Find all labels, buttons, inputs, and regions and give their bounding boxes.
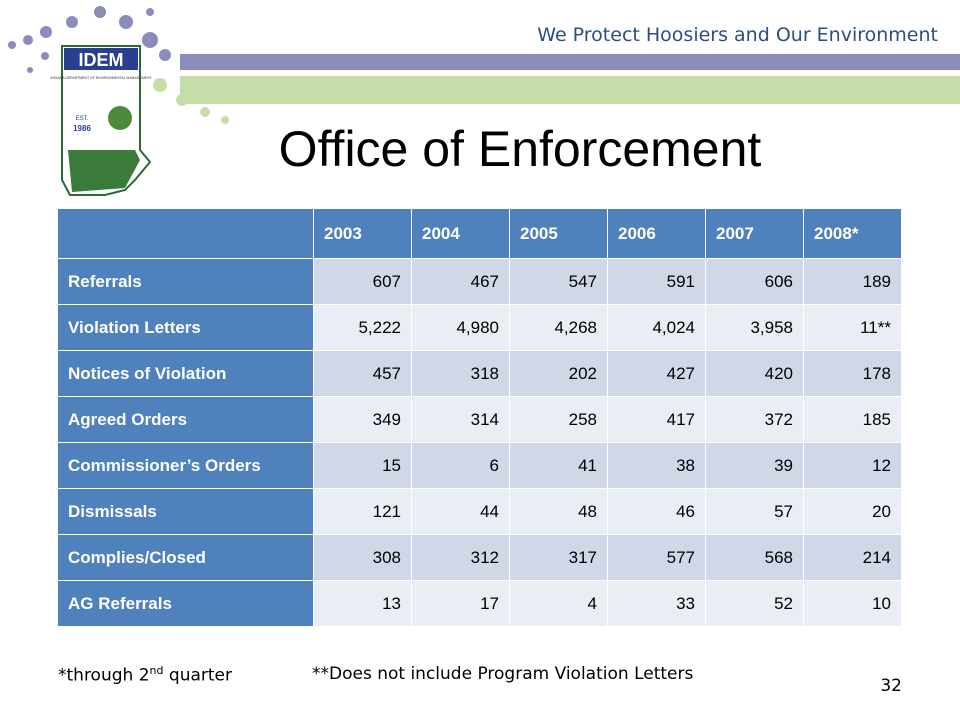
page-number: 32: [880, 676, 902, 696]
row-label: Complies/Closed: [57, 534, 314, 581]
table-cell: 4,268: [509, 304, 608, 351]
slide-title: Office of Enforcement: [278, 121, 762, 177]
table-cell: 4,024: [607, 304, 706, 351]
table-cell: 15: [313, 442, 412, 489]
table-row: Violation Letters 5,222 4,980 4,268 4,024 3,9…: [57, 304, 902, 351]
logo-year: 1986: [73, 124, 91, 133]
table-cell: 547: [509, 258, 608, 305]
column-header: 2006: [607, 208, 706, 259]
column-header: [57, 208, 314, 259]
row-label: Dismissals: [57, 488, 314, 535]
header-row: 2003 2004 2005 2006 2007 2008*: [57, 208, 902, 259]
table-cell: 591: [607, 258, 706, 305]
column-header: 2005: [509, 208, 608, 259]
table-cell: 20: [803, 488, 902, 535]
table-cell: 214: [803, 534, 902, 581]
table-row: Dismissals 121 44 48 46 57 20: [57, 488, 902, 535]
table-cell: 38: [607, 442, 706, 489]
table-cell: 52: [705, 580, 804, 627]
table-cell: 312: [411, 534, 510, 581]
purple-band: [180, 54, 960, 70]
table-row: AG Referrals 13 17 4 33 52 10: [57, 580, 902, 627]
row-label: AG Referrals: [57, 580, 314, 627]
column-header: 2003: [313, 208, 412, 259]
dots: [8, 6, 171, 73]
table-cell: 6: [411, 442, 510, 489]
table-cell: 33: [607, 580, 706, 627]
table-row: Commissioner’s Orders 15 6 41 38 39 12: [57, 442, 902, 489]
table-cell: 417: [607, 396, 706, 443]
table-cell: 57: [705, 488, 804, 535]
column-header: 2007: [705, 208, 804, 259]
table-cell: 11**: [803, 304, 902, 351]
logo-est: EST.: [76, 116, 89, 122]
table-cell: 308: [313, 534, 412, 581]
table-cell: 568: [705, 534, 804, 581]
table-cell: 606: [705, 258, 804, 305]
header-graphics: IDEM INDIANA DEPARTMENT OF ENVIRONMENTAL…: [8, 6, 960, 196]
green-band: [180, 76, 960, 104]
table-cell: 4,980: [411, 304, 510, 351]
column-header: 2004: [411, 208, 510, 259]
table-cell: 314: [411, 396, 510, 443]
column-header: 2008*: [803, 208, 902, 259]
logo-name: IDEM: [79, 50, 124, 70]
table-cell: 178: [803, 350, 902, 397]
table-cell: 427: [607, 350, 706, 397]
footnote-sup: nd: [149, 664, 164, 677]
table-cell: 5,222: [313, 304, 412, 351]
table-cell: 121: [313, 488, 412, 535]
table-row: Agreed Orders 349 314 258 417 372 185: [57, 396, 902, 443]
table-cell: 202: [509, 350, 608, 397]
table-cell: 349: [313, 396, 412, 443]
table-cell: 607: [313, 258, 412, 305]
table-cell: 420: [705, 350, 804, 397]
logo-tree: [108, 106, 132, 130]
table-row: Referrals 607 467 547 591 606 189: [57, 258, 902, 305]
logo-fields: [68, 150, 140, 192]
dots-green: [153, 78, 229, 124]
table-cell: 318: [411, 350, 510, 397]
table-cell: 3,958: [705, 304, 804, 351]
footnote: **Does not include Program Violation Let…: [312, 664, 694, 684]
table-cell: 457: [313, 350, 412, 397]
table-cell: 46: [607, 488, 706, 535]
table-cell: 41: [509, 442, 608, 489]
table-row: Notices of Violation 457 318 202 427 420 178: [57, 350, 902, 397]
logo-department: INDIANA DEPARTMENT OF ENVIRONMENTAL MANA…: [50, 76, 152, 80]
enforcement-table: 2003 2004 2005 2006 2007 2008* Referrals 607 467…: [57, 208, 902, 627]
table-cell: 39: [705, 442, 804, 489]
table-cell: 577: [607, 534, 706, 581]
footnote: *through 2nd quarter: [58, 664, 232, 686]
footnote-text: quarter: [163, 665, 232, 686]
logo-banner: [64, 48, 138, 70]
table-cell: 48: [509, 488, 608, 535]
footnote-text: *through 2: [58, 665, 150, 686]
table-cell: 17: [411, 580, 510, 627]
table-cell: 189: [803, 258, 902, 305]
table-cell: 12: [803, 442, 902, 489]
table-cell: 4: [509, 580, 608, 627]
table-cell: 372: [705, 396, 804, 443]
row-label: Agreed Orders: [57, 396, 314, 443]
table-cell: 44: [411, 488, 510, 535]
table-cell: 10: [803, 580, 902, 627]
table-cell: 258: [509, 396, 608, 443]
row-label: Commissioner’s Orders: [57, 442, 314, 489]
table-cell: 467: [411, 258, 510, 305]
table-cell: 317: [509, 534, 608, 581]
table-cell: 13: [313, 580, 412, 627]
row-label: Notices of Violation: [57, 350, 314, 397]
table-cell: 185: [803, 396, 902, 443]
row-label: Violation Letters: [57, 304, 314, 351]
row-label: Referrals: [57, 258, 314, 305]
tagline: We Protect Hoosiers and Our Environment: [537, 24, 938, 46]
table-row: Complies/Closed 308 312 317 577 568 214: [57, 534, 902, 581]
